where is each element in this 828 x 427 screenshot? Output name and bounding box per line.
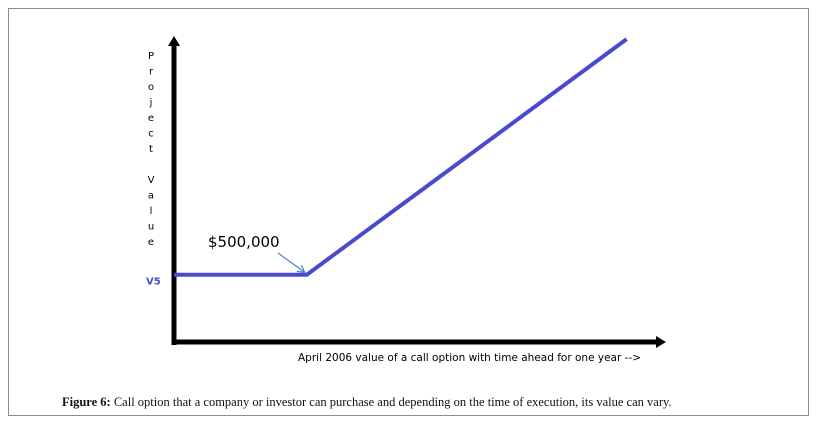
y-axis-label-char: V	[148, 175, 155, 186]
y-marker-label: V5	[146, 277, 161, 288]
y-axis-label-char: e	[148, 237, 154, 248]
x-axis-arrow-icon	[656, 336, 666, 348]
x-axis-label: April 2006 value of a call option with t…	[298, 352, 641, 364]
caption-label: Figure 6:	[62, 395, 111, 409]
y-axis-label-char: l	[150, 206, 153, 217]
y-axis-label-char: c	[148, 129, 154, 140]
y-axis-arrow-icon	[168, 36, 180, 46]
y-axis-label-char: u	[148, 222, 154, 233]
figure-frame	[8, 8, 809, 416]
y-axis-label-char: j	[149, 98, 153, 109]
y-axis-label-char: r	[149, 67, 154, 78]
series-line	[174, 37, 628, 277]
y-axis-label-char: t	[149, 144, 153, 155]
y-axis-label-char: a	[148, 191, 154, 202]
annotation-label: $500,000	[208, 233, 280, 251]
annotation-arrow	[277, 252, 304, 272]
y-axis-label-char: P	[148, 51, 154, 62]
y-axis-label-char: o	[148, 82, 154, 93]
figure-caption: Figure 6: Call option that a company or …	[62, 395, 802, 410]
y-axis-label-char: e	[148, 113, 154, 124]
caption-text: Call option that a company or investor c…	[110, 395, 672, 409]
